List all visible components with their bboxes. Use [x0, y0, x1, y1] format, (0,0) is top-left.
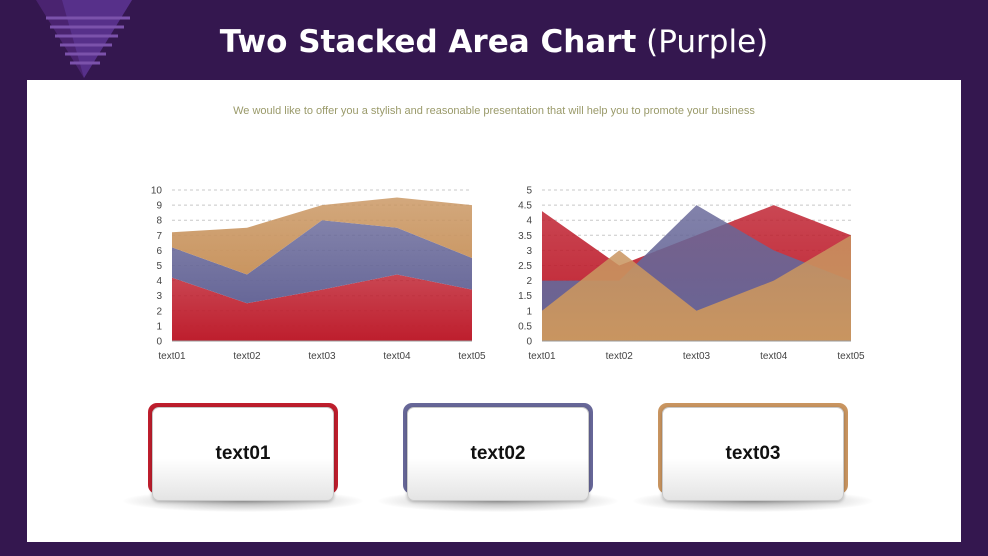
x-tick-label: text03 — [308, 351, 336, 360]
legend-card-1: text01 — [123, 403, 363, 512]
logo-triangle-icon — [36, 0, 132, 78]
area-series-2 — [172, 220, 472, 304]
y-tick-label: 2 — [526, 276, 532, 287]
y-tick-label: 4 — [156, 276, 162, 287]
x-tick-label: text01 — [158, 351, 186, 360]
y-tick-label: 5 — [156, 261, 162, 272]
card-label: text02 — [407, 407, 589, 501]
y-tick-label: 0 — [526, 337, 532, 348]
page-title: Two Stacked Area Chart (Purple) — [0, 20, 988, 64]
subtitle: We would like to offer you a stylish and… — [233, 105, 755, 117]
x-tick-label: text05 — [837, 351, 865, 360]
y-tick-label: 3.5 — [518, 231, 532, 242]
y-tick-label: 6 — [156, 246, 162, 257]
y-tick-label: 7 — [156, 231, 162, 242]
area-series-1 — [172, 274, 472, 341]
x-tick-label: text04 — [760, 351, 788, 360]
card-label: text03 — [662, 407, 844, 501]
x-tick-label: text05 — [458, 351, 486, 360]
page-title-bold: Two Stacked Area Chart — [219, 24, 637, 60]
y-tick-label: 5 — [526, 186, 532, 197]
legend-card-2: text02 — [378, 403, 618, 512]
x-tick-label: text01 — [528, 351, 556, 360]
y-tick-label: 1.5 — [518, 291, 532, 302]
y-tick-label: 1 — [156, 321, 162, 332]
y-tick-label: 10 — [151, 186, 163, 197]
y-tick-label: 3 — [156, 291, 162, 302]
stacked-area-chart: 0 1 2 3 4 5 6 7 8 9 10 text01 text02 text03 text04 text… — [137, 180, 487, 363]
area-series-3 — [172, 197, 472, 275]
overlap-area-chart: 0 0.5 1 1.5 2 2.5 3 3.5 4 4.5 5 text01 text02 text03 t… — [517, 180, 877, 363]
legend-card-3: text03 — [633, 403, 873, 512]
card-label: text01 — [152, 407, 334, 501]
x-tick-label: text03 — [683, 351, 711, 360]
x-tick-label: text04 — [383, 351, 411, 360]
x-tick-label: text02 — [606, 351, 634, 360]
y-tick-label: 8 — [156, 216, 162, 227]
y-tick-label: 2.5 — [518, 261, 532, 272]
y-tick-label: 0 — [156, 337, 162, 348]
y-tick-label: 0.5 — [518, 321, 532, 332]
page-title-light: (Purple) — [646, 24, 769, 60]
x-tick-label: text02 — [233, 351, 261, 360]
y-tick-label: 4.5 — [518, 201, 532, 212]
y-tick-label: 1 — [526, 306, 532, 317]
y-tick-label: 2 — [156, 306, 162, 317]
content-panel: We would like to offer you a stylish and… — [27, 80, 961, 542]
y-tick-label: 3 — [526, 246, 532, 257]
y-tick-label: 9 — [156, 201, 162, 212]
y-tick-label: 4 — [526, 216, 532, 227]
area-series-3 — [542, 235, 851, 341]
